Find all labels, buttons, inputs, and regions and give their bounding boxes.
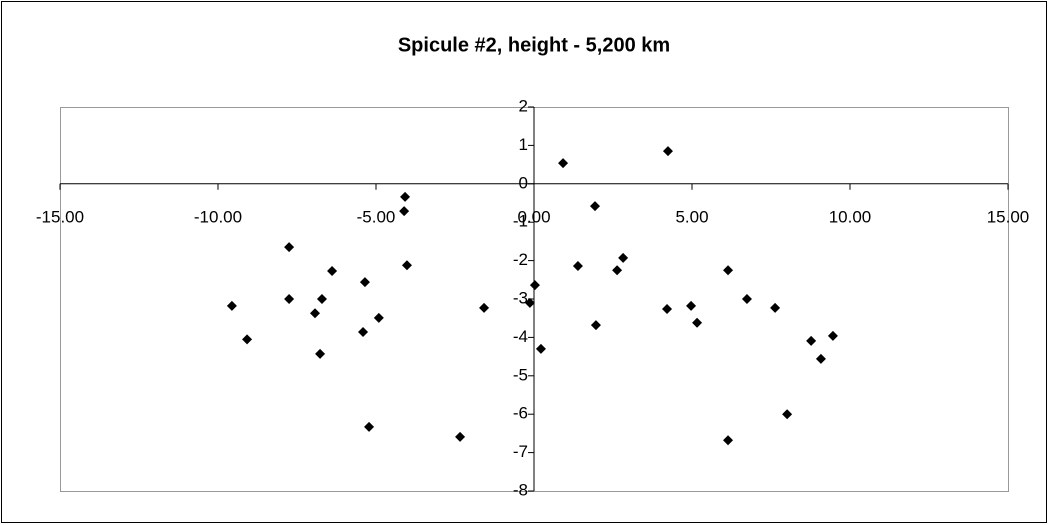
point xyxy=(723,435,734,446)
point xyxy=(572,260,583,271)
point xyxy=(529,280,540,291)
point xyxy=(316,294,327,304)
y-tick-label: -3 xyxy=(513,288,528,307)
x-tick-label: 0.00 xyxy=(517,207,550,226)
point xyxy=(284,242,295,253)
point xyxy=(692,317,703,328)
point xyxy=(686,300,697,311)
point xyxy=(226,300,237,311)
y-tick-label: -1 xyxy=(513,212,528,231)
point xyxy=(358,327,369,338)
y-tick-label: -6 xyxy=(513,404,528,423)
point xyxy=(242,334,253,345)
y-tick-label: -4 xyxy=(513,327,528,346)
y-tick-label: -8 xyxy=(513,480,528,499)
y-tick-label: 0 xyxy=(519,173,528,192)
point xyxy=(399,206,410,217)
point xyxy=(455,431,466,442)
point xyxy=(741,294,752,304)
point xyxy=(662,146,673,157)
chart-title: Spicule #2, height - 5,200 km xyxy=(398,34,670,56)
y-tick-label: -5 xyxy=(513,365,528,384)
point xyxy=(815,353,826,364)
point xyxy=(479,302,490,313)
y-tick-label: 1 xyxy=(519,135,528,154)
point xyxy=(364,421,375,432)
point xyxy=(590,320,601,331)
point xyxy=(373,312,384,323)
y-tick-label: -2 xyxy=(513,250,528,269)
point xyxy=(327,265,338,276)
point xyxy=(770,302,781,313)
point xyxy=(535,343,546,354)
point xyxy=(359,277,370,288)
point xyxy=(401,260,412,271)
point xyxy=(618,252,629,263)
y-tick-label: 2 xyxy=(519,96,528,115)
point xyxy=(612,265,623,276)
x-tick-label: 5.00 xyxy=(675,207,708,226)
point xyxy=(310,308,321,319)
x-tick-label: 10.00 xyxy=(829,207,872,226)
point xyxy=(315,348,326,359)
x-tick-label: -5.00 xyxy=(357,207,396,226)
x-tick-label: -15.00 xyxy=(36,207,84,226)
point xyxy=(589,201,600,212)
point xyxy=(558,158,569,169)
point xyxy=(524,297,535,308)
point xyxy=(782,409,793,420)
x-tick-label: 15.00 xyxy=(987,207,1030,226)
point xyxy=(662,303,673,314)
y-tick-label: -7 xyxy=(513,442,528,461)
point xyxy=(827,330,838,341)
point xyxy=(723,265,734,276)
point xyxy=(284,294,295,304)
x-tick-label: -10.00 xyxy=(194,207,242,226)
point xyxy=(806,335,817,346)
point xyxy=(400,191,411,202)
